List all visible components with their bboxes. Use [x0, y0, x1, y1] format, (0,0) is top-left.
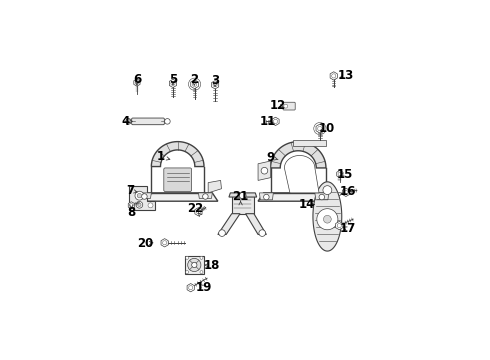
Circle shape	[264, 194, 269, 200]
Polygon shape	[170, 79, 176, 87]
Circle shape	[136, 202, 143, 208]
Text: 10: 10	[318, 122, 335, 135]
Polygon shape	[272, 117, 279, 126]
Circle shape	[219, 230, 225, 237]
Polygon shape	[187, 284, 195, 292]
Polygon shape	[284, 156, 319, 193]
Bar	[185, 256, 204, 274]
Circle shape	[240, 192, 246, 199]
Circle shape	[135, 191, 144, 200]
Text: 15: 15	[337, 167, 353, 180]
Circle shape	[317, 209, 338, 230]
Polygon shape	[229, 193, 257, 197]
FancyBboxPatch shape	[283, 102, 295, 110]
Circle shape	[259, 230, 266, 237]
Text: 12: 12	[270, 99, 287, 112]
Text: 7: 7	[126, 184, 135, 197]
Polygon shape	[208, 180, 221, 193]
Text: 3: 3	[211, 74, 219, 87]
Polygon shape	[134, 79, 140, 86]
Circle shape	[126, 118, 131, 124]
Text: 2: 2	[190, 73, 198, 86]
Circle shape	[138, 203, 141, 207]
Polygon shape	[343, 188, 349, 197]
FancyBboxPatch shape	[164, 168, 192, 192]
Circle shape	[323, 186, 332, 194]
Circle shape	[319, 194, 324, 200]
Text: 6: 6	[133, 73, 141, 86]
Circle shape	[188, 258, 201, 271]
Polygon shape	[138, 193, 218, 201]
Polygon shape	[151, 141, 204, 167]
Polygon shape	[258, 193, 333, 201]
Text: 4: 4	[122, 115, 130, 128]
Circle shape	[142, 194, 147, 199]
Text: 21: 21	[232, 190, 249, 203]
Circle shape	[148, 203, 153, 208]
Circle shape	[261, 167, 268, 174]
Circle shape	[323, 215, 331, 223]
Text: 22: 22	[187, 202, 203, 216]
Text: 11: 11	[260, 115, 276, 128]
Polygon shape	[195, 208, 202, 216]
Polygon shape	[191, 80, 198, 89]
Polygon shape	[330, 72, 337, 80]
Text: 9: 9	[267, 151, 275, 164]
Text: 20: 20	[137, 237, 153, 250]
Polygon shape	[161, 239, 168, 247]
Polygon shape	[232, 195, 254, 214]
Circle shape	[165, 118, 170, 124]
Text: 14: 14	[298, 198, 315, 211]
FancyBboxPatch shape	[132, 118, 164, 125]
Polygon shape	[270, 141, 326, 168]
Polygon shape	[316, 124, 324, 133]
Polygon shape	[336, 221, 343, 230]
Circle shape	[186, 271, 189, 274]
Text: 1: 1	[157, 150, 165, 163]
Polygon shape	[218, 214, 240, 234]
Circle shape	[284, 104, 288, 108]
Text: 8: 8	[127, 206, 136, 219]
Polygon shape	[293, 140, 326, 146]
Circle shape	[137, 193, 142, 198]
Circle shape	[192, 262, 197, 267]
Text: 13: 13	[337, 69, 353, 82]
Circle shape	[200, 256, 203, 259]
Polygon shape	[259, 193, 273, 200]
Polygon shape	[245, 214, 267, 234]
Text: 5: 5	[169, 73, 177, 86]
Polygon shape	[315, 193, 329, 200]
Polygon shape	[258, 161, 270, 180]
Circle shape	[186, 256, 189, 259]
Text: 18: 18	[204, 259, 220, 272]
Text: 17: 17	[340, 222, 356, 235]
Circle shape	[203, 194, 208, 199]
Circle shape	[200, 271, 203, 274]
Polygon shape	[313, 182, 342, 251]
Text: 19: 19	[195, 281, 212, 294]
Text: 16: 16	[340, 185, 356, 198]
Polygon shape	[128, 202, 134, 209]
Polygon shape	[212, 81, 219, 89]
Polygon shape	[138, 193, 151, 198]
Polygon shape	[337, 170, 343, 177]
Polygon shape	[129, 186, 155, 210]
Polygon shape	[198, 193, 212, 198]
